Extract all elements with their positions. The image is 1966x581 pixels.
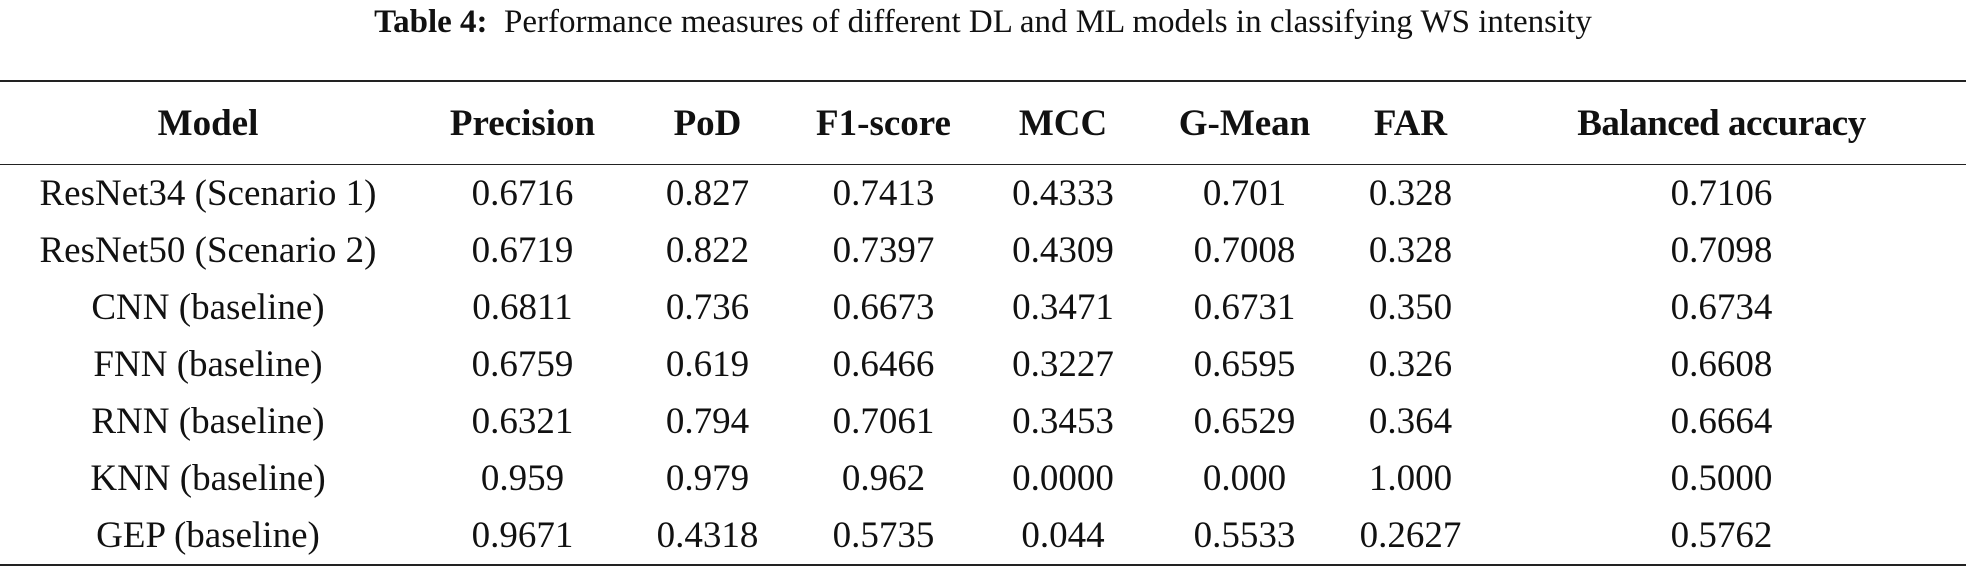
table-row: GEP (baseline) 0.9671 0.4318 0.5735 0.04… [0, 507, 1966, 566]
cell-precision: 0.9671 [416, 507, 629, 566]
cell-balanced-accuracy: 0.6608 [1670, 344, 1773, 385]
table-caption: Table 4: Performance measures of differe… [0, 0, 1966, 44]
caption-text: Performance measures of different DL and… [504, 4, 1592, 40]
cell-balanced-accuracy: 0.6734 [1670, 287, 1773, 328]
header-far: FAR [1344, 81, 1477, 165]
cell-far: 0.328 [1368, 230, 1453, 271]
cell-far: 0.326 [1368, 344, 1453, 385]
cell-precision: 0.6811 [472, 287, 573, 328]
cell-pod: 0.979 [665, 458, 750, 499]
header-balanced-accuracy: Balanced accuracy [1477, 81, 1966, 165]
cell-model: FNN (baseline) [93, 344, 323, 385]
header-pod: PoD [629, 81, 786, 165]
table-row: ResNet50 (Scenario 2) 0.6719 0.822 0.739… [0, 222, 1966, 279]
cell-g-mean: 0.5533 [1145, 507, 1344, 566]
cell-far: 0.350 [1368, 287, 1453, 328]
cell-balanced-accuracy: 0.6664 [1670, 401, 1773, 442]
cell-far: 0.364 [1368, 401, 1453, 442]
table-row: KNN (baseline) 0.959 0.979 0.962 0.0000 … [0, 450, 1966, 507]
cell-model: RNN (baseline) [91, 401, 325, 442]
table-header-row: Model Precision PoD F1-score MCC G-Mean … [0, 81, 1966, 165]
header-model: Model [0, 81, 416, 165]
caption-label: Table 4: [374, 4, 488, 40]
cell-balanced-accuracy: 0.5000 [1670, 458, 1773, 499]
cell-f1-score: 0.962 [841, 458, 926, 499]
cell-mcc: 0.4333 [1012, 173, 1114, 214]
cell-far: 1.000 [1368, 458, 1453, 499]
cell-mcc: 0.4309 [1012, 230, 1114, 271]
cell-f1-score: 0.6466 [832, 344, 935, 385]
table-row: RNN (baseline) 0.6321 0.794 0.7061 0.345… [0, 393, 1966, 450]
cell-model: GEP (baseline) [0, 507, 416, 566]
cell-precision: 0.6716 [471, 173, 574, 214]
cell-balanced-accuracy: 0.7106 [1670, 173, 1773, 214]
cell-balanced-accuracy: 0.5762 [1477, 507, 1966, 566]
cell-balanced-accuracy: 0.7098 [1670, 230, 1773, 271]
header-mcc: MCC [981, 81, 1145, 165]
cell-mcc: 0.3453 [1012, 401, 1114, 442]
header-f1-score: F1-score [786, 81, 981, 165]
cell-g-mean: 0.6731 [1193, 287, 1296, 328]
cell-model: ResNet50 (Scenario 2) [39, 230, 377, 271]
header-g-mean: G-Mean [1145, 81, 1344, 165]
table-row: CNN (baseline) 0.6811 0.736 0.6673 0.347… [0, 279, 1966, 336]
cell-g-mean: 0.7008 [1193, 230, 1296, 271]
cell-precision: 0.959 [480, 458, 565, 499]
table-row: FNN (baseline) 0.6759 0.619 0.6466 0.322… [0, 336, 1966, 393]
cell-f1-score: 0.7397 [832, 230, 935, 271]
performance-table: Model Precision PoD F1-score MCC G-Mean … [0, 80, 1966, 566]
cell-f1-score: 0.7061 [832, 401, 935, 442]
cell-model: ResNet34 (Scenario 1) [39, 173, 377, 214]
cell-mcc: 0.044 [981, 507, 1145, 566]
cell-pod: 0.736 [665, 287, 750, 328]
cell-f1-score: 0.6673 [832, 287, 935, 328]
cell-mcc: 0.0000 [1012, 458, 1114, 499]
cell-pod: 0.827 [665, 173, 750, 214]
cell-model: KNN (baseline) [90, 458, 326, 499]
cell-pod: 0.4318 [629, 507, 786, 566]
cell-g-mean: 0.6595 [1193, 344, 1296, 385]
cell-pod: 0.822 [665, 230, 750, 271]
cell-mcc: 0.3471 [1012, 287, 1114, 328]
cell-precision: 0.6321 [471, 401, 574, 442]
table-row: ResNet34 (Scenario 1) 0.6716 0.827 0.741… [0, 165, 1966, 223]
cell-mcc: 0.3227 [1012, 344, 1114, 385]
cell-precision: 0.6759 [471, 344, 574, 385]
cell-g-mean: 0.000 [1202, 458, 1287, 499]
cell-model: CNN (baseline) [91, 287, 325, 328]
cell-f1-score: 0.5735 [786, 507, 981, 566]
cell-f1-score: 0.7413 [832, 173, 935, 214]
cell-g-mean: 0.6529 [1193, 401, 1296, 442]
cell-pod: 0.794 [665, 401, 750, 442]
header-precision: Precision [416, 81, 629, 165]
cell-precision: 0.6719 [471, 230, 574, 271]
cell-far: 0.328 [1368, 173, 1453, 214]
cell-far: 0.2627 [1344, 507, 1477, 566]
cell-g-mean: 0.701 [1202, 173, 1287, 214]
cell-pod: 0.619 [665, 344, 750, 385]
